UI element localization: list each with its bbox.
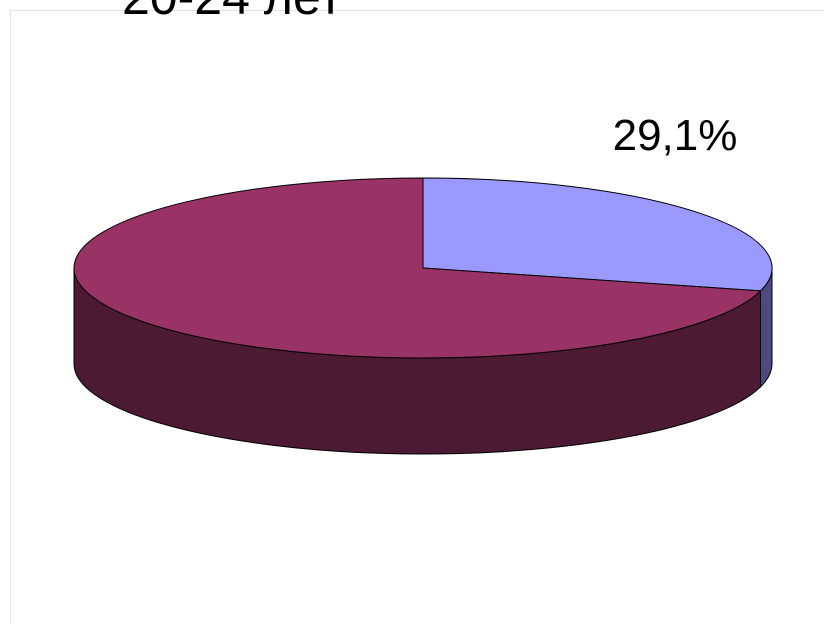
data-label-slice-1: 29,1% (613, 111, 738, 160)
plot-area-border (10, 10, 824, 624)
pie-labels: 29,1% (613, 111, 738, 160)
chart-title: 20-24 лет (122, 0, 342, 22)
pie-tops (73, 177, 773, 359)
pie-slice-1 (422, 177, 773, 292)
pie-slice-2 (73, 177, 761, 359)
